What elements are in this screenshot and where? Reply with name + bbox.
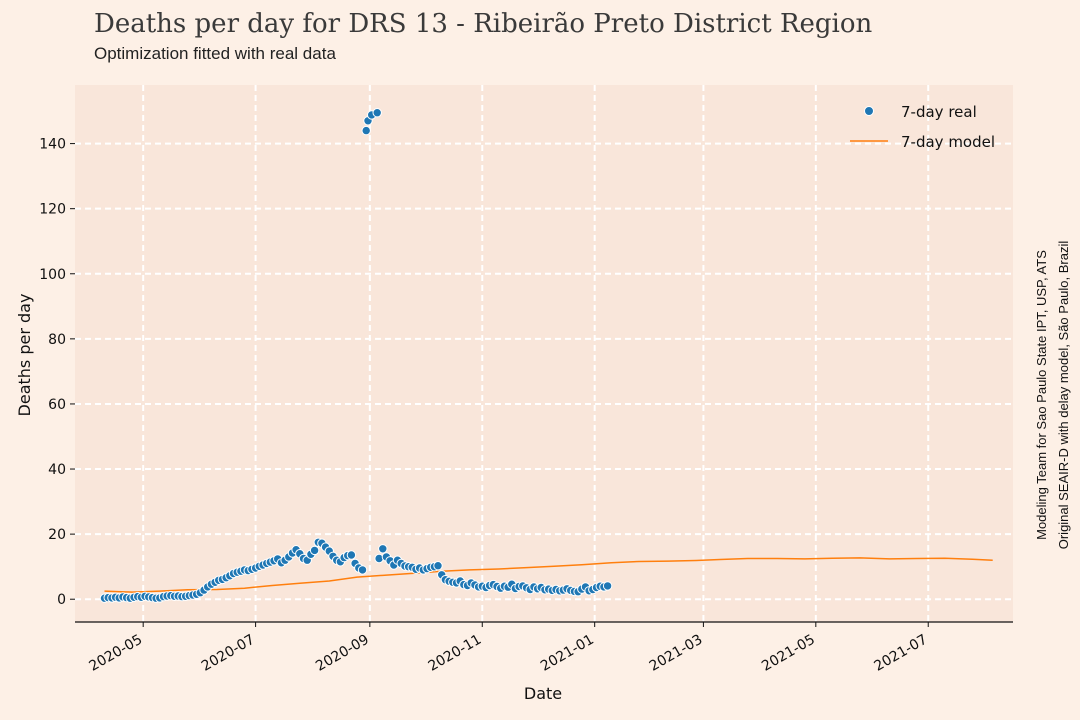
x-tick-label: 2020-05: [87, 632, 146, 675]
series-7-day-real: [99, 108, 613, 603]
grid-lines: [75, 85, 1013, 622]
y-tick-label: 100: [39, 267, 66, 283]
chart-title: Deaths per day for DRS 13 - Ribeirão Pre…: [94, 9, 873, 39]
x-tick-label: 2021-07: [872, 632, 931, 675]
y-tick-label: 120: [39, 202, 66, 218]
x-axis-title: Date: [524, 684, 562, 703]
data-point: [433, 561, 443, 571]
x-tick-label: 2020-09: [313, 632, 372, 675]
x-tick-label: 2021-03: [647, 632, 706, 675]
legend-marker-real: [864, 106, 874, 116]
x-axis-ticks: 2020-05 2020-07 2020-09 2020-11 2021-01 2021-…: [87, 622, 931, 675]
x-tick-label: 2021-05: [759, 632, 818, 675]
data-point: [361, 125, 371, 136]
legend-label-model: 7-day model: [901, 133, 995, 151]
credit-line-2: Original SEAIR-D with delay model, São P…: [1056, 241, 1071, 550]
legend-label-real: 7-day real: [901, 103, 977, 121]
y-axis-title: Deaths per day: [15, 294, 34, 417]
y-tick-label: 40: [48, 462, 66, 478]
x-tick-label: 2020-11: [426, 632, 485, 675]
series-7-day-model: [104, 557, 993, 593]
data-point: [372, 108, 382, 118]
data-point: [357, 565, 368, 575]
y-tick-label: 0: [57, 592, 66, 608]
chart-subtitle: Optimization fitted with real data: [94, 44, 336, 63]
data-point: [602, 581, 613, 591]
credit-line-1: Modeling Team for Sao Paulo State IPT, U…: [1034, 250, 1049, 540]
data-point: [378, 544, 388, 554]
x-tick-label: 2020-07: [199, 632, 258, 675]
y-tick-label: 20: [48, 527, 66, 543]
y-tick-label: 140: [39, 137, 66, 153]
x-tick-label: 2021-01: [538, 632, 597, 675]
model-line: [104, 557, 993, 593]
legend: 7-day real 7-day model: [850, 103, 995, 151]
data-point: [346, 550, 357, 560]
y-tick-label: 80: [48, 332, 66, 348]
y-axis-ticks: 0 20 40 60 80 100 120 140: [39, 137, 75, 608]
y-tick-label: 60: [48, 397, 66, 413]
data-point: [309, 545, 320, 556]
plot-background: [75, 85, 1013, 622]
